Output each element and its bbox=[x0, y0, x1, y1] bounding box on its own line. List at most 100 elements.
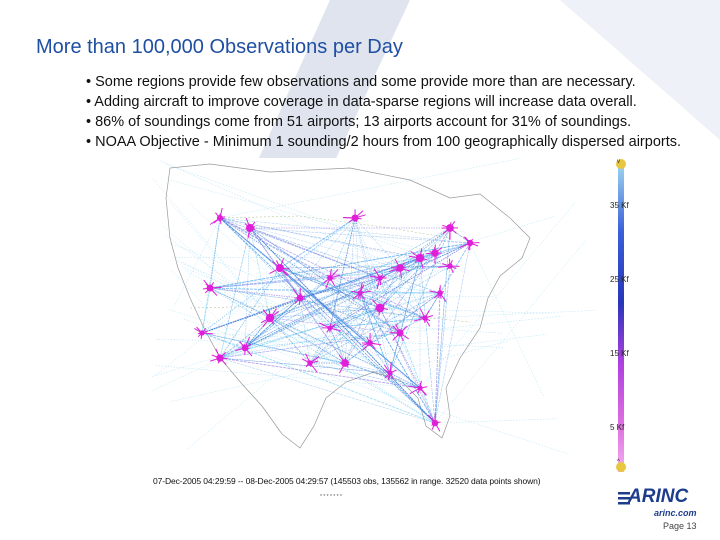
flight-track bbox=[175, 260, 371, 344]
flight-track bbox=[434, 227, 451, 424]
flight-track bbox=[201, 332, 246, 349]
flight-track bbox=[279, 267, 426, 319]
flight-track bbox=[219, 357, 421, 389]
flight-track bbox=[167, 308, 421, 389]
flight-track bbox=[209, 242, 471, 289]
page-number: Page 13 bbox=[663, 521, 697, 531]
logo-stripes-icon bbox=[618, 492, 630, 505]
flight-track bbox=[269, 307, 381, 319]
flight-track bbox=[359, 292, 436, 424]
flight-track bbox=[209, 287, 436, 424]
flight-track bbox=[369, 292, 441, 344]
flight-track bbox=[249, 227, 401, 334]
flight-track bbox=[165, 163, 451, 267]
flight-track bbox=[389, 372, 421, 389]
flight-track bbox=[329, 327, 371, 344]
flight-track bbox=[359, 292, 426, 319]
airport-hub bbox=[413, 308, 434, 327]
airport-hub bbox=[319, 322, 341, 333]
flight-track bbox=[159, 159, 401, 269]
flight-track bbox=[219, 317, 271, 359]
logo-url: arinc.com bbox=[654, 508, 697, 518]
flight-track bbox=[299, 267, 401, 299]
airport-hub bbox=[244, 217, 256, 239]
flight-track bbox=[369, 307, 381, 344]
flight-track bbox=[309, 227, 451, 364]
flight-track bbox=[219, 217, 401, 334]
flight-track bbox=[329, 277, 401, 334]
flight-track bbox=[219, 217, 451, 267]
airport-hub bbox=[351, 282, 371, 300]
altitude-label: 35 Kf bbox=[610, 201, 629, 210]
flight-track bbox=[151, 307, 381, 378]
bullet-item: • 86% of soundings come from 51 airports… bbox=[86, 114, 632, 130]
airport-hub bbox=[425, 244, 443, 264]
flight-track bbox=[419, 202, 576, 389]
flight-track bbox=[309, 292, 441, 364]
flight-track bbox=[209, 287, 441, 294]
flight-track bbox=[434, 227, 451, 254]
flight-track bbox=[299, 296, 496, 299]
flight-track bbox=[219, 227, 251, 359]
flight-track bbox=[434, 242, 471, 424]
flight-track bbox=[379, 227, 451, 309]
flight-track bbox=[201, 332, 504, 348]
flight-track bbox=[166, 178, 436, 254]
altitude-legend-bottom-marker bbox=[616, 462, 626, 472]
flight-track bbox=[359, 227, 451, 294]
airport-hub bbox=[362, 332, 382, 351]
flight-track bbox=[354, 217, 381, 309]
flight-track bbox=[354, 217, 421, 389]
flight-track bbox=[344, 277, 381, 364]
flight-track bbox=[309, 342, 371, 364]
altitude-label: 25 Kf bbox=[610, 275, 629, 284]
flight-track bbox=[184, 269, 271, 319]
flight-track bbox=[219, 217, 331, 279]
flight-track bbox=[269, 252, 436, 319]
flight-track bbox=[249, 227, 441, 294]
flight-track bbox=[379, 265, 451, 309]
flight-track bbox=[219, 217, 401, 269]
continent-outline bbox=[165, 163, 531, 449]
flight-track bbox=[419, 227, 451, 259]
bullet-item: • Some regions provide few observations … bbox=[86, 74, 636, 90]
flight-track bbox=[279, 217, 356, 269]
flight-track bbox=[344, 342, 371, 364]
airport-hub bbox=[438, 258, 460, 273]
flight-tracks bbox=[151, 158, 596, 455]
airport-hub bbox=[202, 279, 222, 296]
altitude-legend-bar bbox=[618, 164, 624, 472]
flight-track bbox=[434, 292, 441, 424]
flight-track-map: v ^ 35 Kf 25 Kf 15 Kf 5 Kf 07-Dec-2005 0… bbox=[150, 158, 630, 500]
flight-track bbox=[164, 234, 346, 364]
flight-track bbox=[329, 252, 436, 329]
flight-track bbox=[309, 362, 421, 389]
airport-hub bbox=[269, 258, 290, 276]
arinc-logo: ARINC arinc.com bbox=[618, 486, 708, 522]
flight-track bbox=[219, 217, 381, 309]
airport-hub bbox=[389, 324, 409, 342]
airport-hub bbox=[235, 336, 253, 357]
airport-hub bbox=[210, 348, 228, 365]
altitude-legend-top-marker bbox=[616, 159, 626, 169]
bullet-item: • NOAA Objective - Minimum 1 sounding/2 … bbox=[86, 134, 682, 150]
border-line bbox=[189, 305, 471, 323]
altitude-legend-top: v bbox=[617, 159, 620, 165]
flight-track bbox=[244, 267, 401, 349]
flight-track bbox=[244, 277, 331, 349]
flight-track bbox=[359, 292, 426, 319]
flight-track bbox=[219, 267, 281, 359]
flight-track bbox=[249, 227, 381, 279]
flight-track bbox=[399, 265, 451, 269]
flight-track bbox=[424, 310, 596, 319]
flight-track bbox=[152, 292, 361, 392]
flight-track bbox=[201, 287, 211, 334]
airport-hub bbox=[260, 308, 279, 328]
flight-track bbox=[269, 317, 346, 364]
flight-track bbox=[299, 297, 436, 424]
airport-hubs bbox=[194, 207, 480, 432]
flight-track bbox=[219, 307, 381, 359]
flight-track bbox=[187, 227, 451, 450]
flight-track bbox=[299, 242, 471, 299]
flight-track bbox=[219, 217, 421, 389]
